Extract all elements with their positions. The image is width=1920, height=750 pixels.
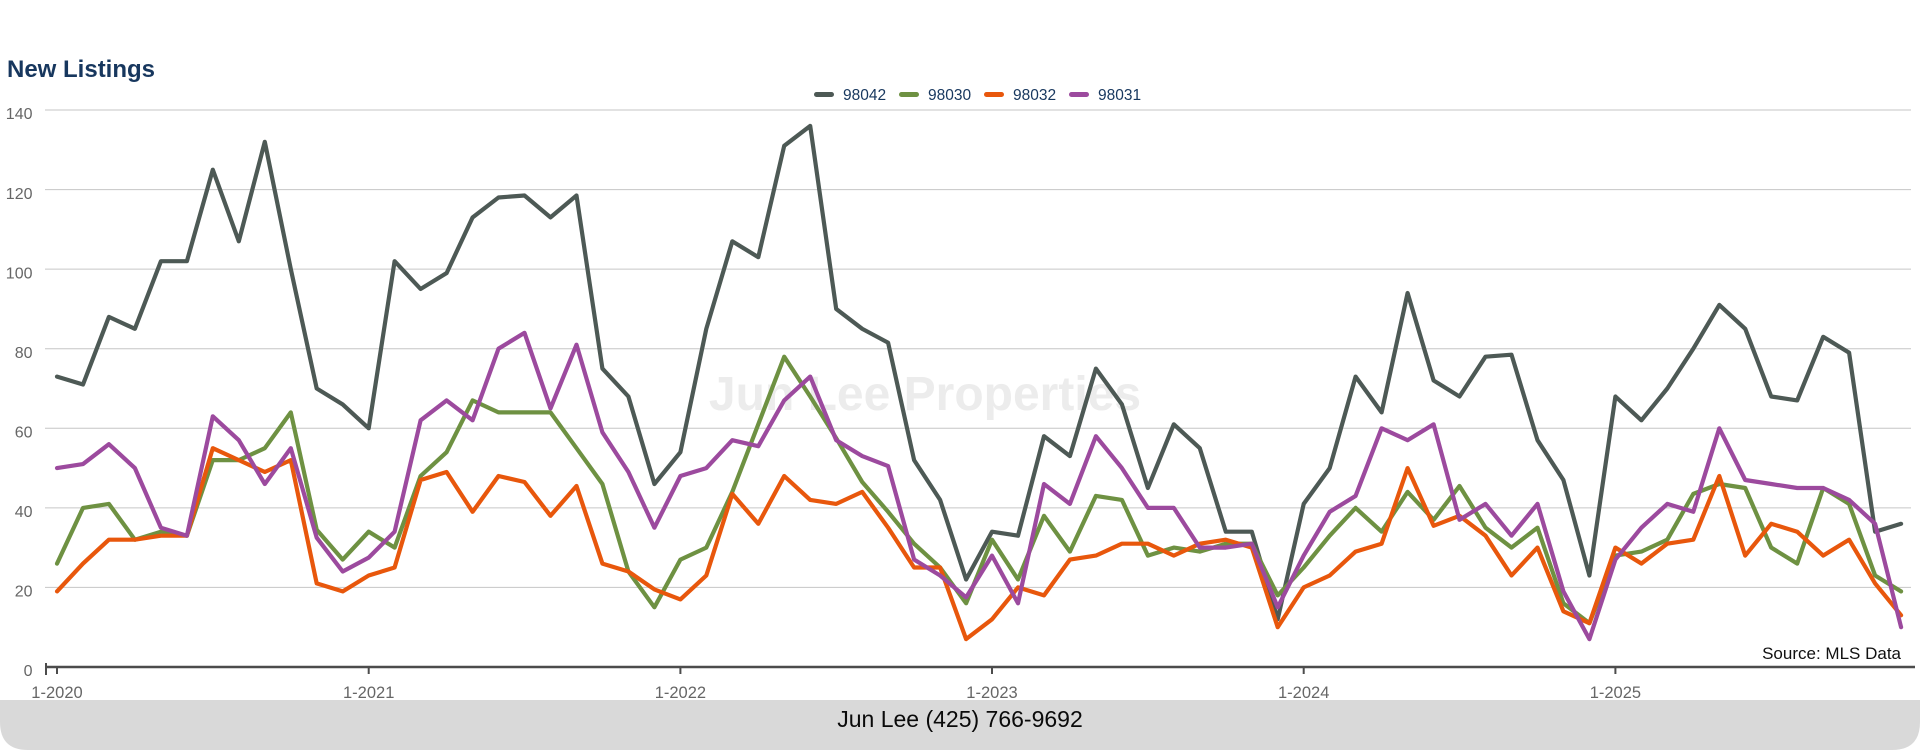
svg-text:120: 120 (6, 186, 33, 203)
svg-text:Jun Lee (425) 766-9692: Jun Lee (425) 766-9692 (837, 706, 1083, 732)
svg-text:1-2025: 1-2025 (1590, 684, 1641, 702)
svg-text:Source: MLS Data: Source: MLS Data (1762, 644, 1901, 663)
svg-text:1-2021: 1-2021 (343, 684, 394, 702)
svg-text:New Listings: New Listings (7, 56, 155, 83)
svg-text:0: 0 (24, 663, 33, 680)
svg-text:98042: 98042 (843, 87, 886, 104)
svg-text:20: 20 (15, 584, 33, 601)
svg-text:80: 80 (15, 345, 33, 362)
svg-text:140: 140 (6, 106, 33, 123)
svg-text:Jun Lee Properties: Jun Lee Properties (709, 368, 1141, 421)
svg-text:100: 100 (6, 265, 33, 282)
svg-text:98030: 98030 (928, 87, 971, 104)
svg-text:1-2022: 1-2022 (655, 684, 706, 702)
svg-text:60: 60 (15, 425, 33, 442)
svg-text:1-2020: 1-2020 (31, 684, 82, 702)
svg-text:98031: 98031 (1098, 87, 1141, 104)
svg-text:1-2024: 1-2024 (1278, 684, 1329, 702)
svg-text:98032: 98032 (1013, 87, 1056, 104)
svg-text:40: 40 (15, 504, 33, 521)
svg-text:1-2023: 1-2023 (966, 684, 1017, 702)
